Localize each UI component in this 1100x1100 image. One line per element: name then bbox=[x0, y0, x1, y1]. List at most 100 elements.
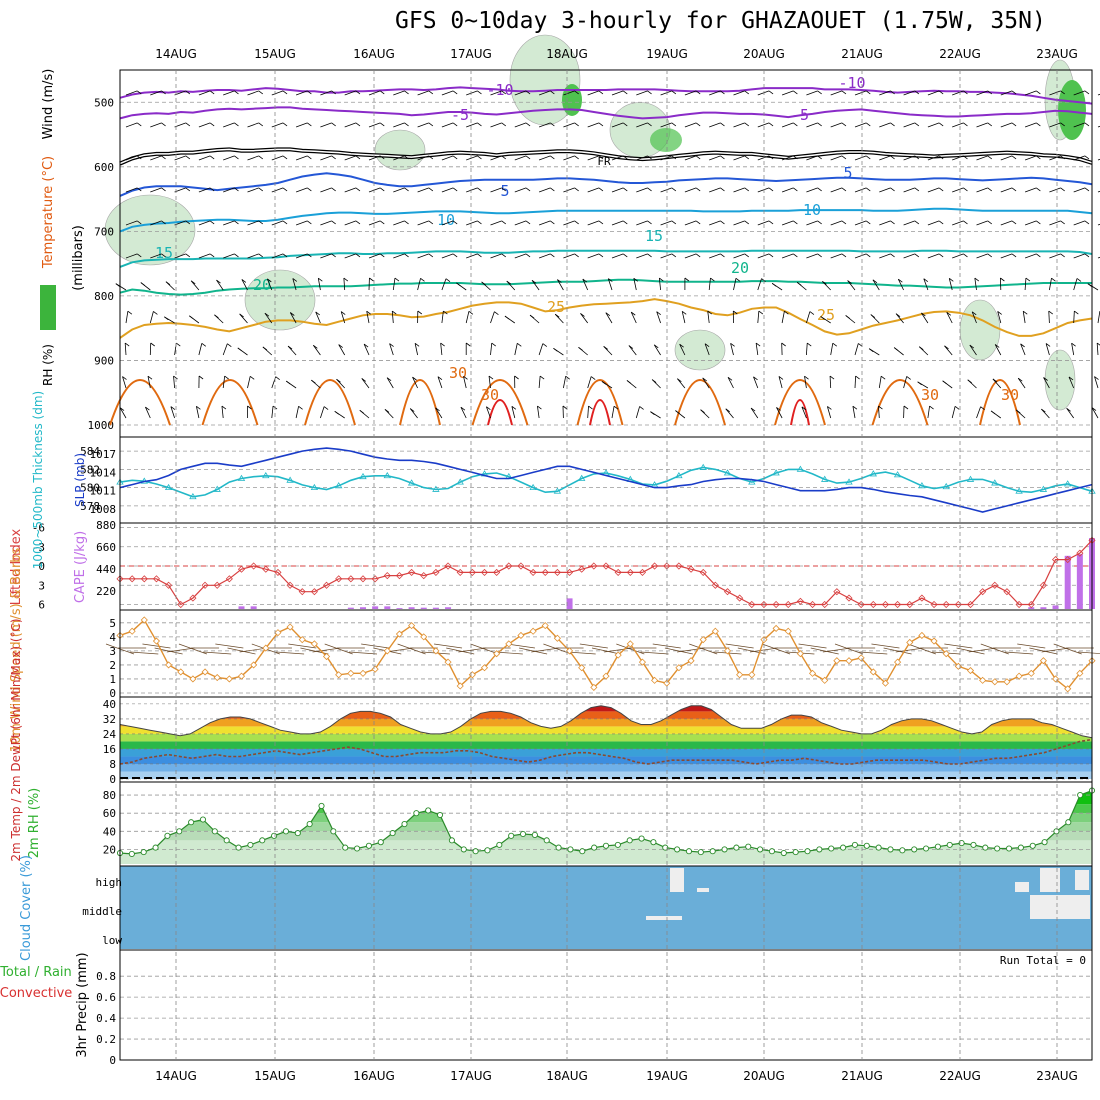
wind-barb-flag bbox=[258, 220, 264, 225]
li-marker bbox=[201, 581, 209, 589]
wind-barb bbox=[733, 187, 745, 193]
rh-tick-label: 80 bbox=[103, 789, 116, 802]
wind-barb-flag bbox=[553, 347, 558, 352]
wind-barb bbox=[1049, 253, 1061, 259]
surface-wind-barb bbox=[519, 647, 548, 655]
wind-barb bbox=[1020, 343, 1026, 356]
cape-tick-label: 440 bbox=[96, 563, 116, 576]
wind-barb bbox=[1017, 377, 1026, 389]
pressure-tick-label: 900 bbox=[94, 354, 114, 367]
wind-barb-flag bbox=[161, 90, 166, 95]
wind-barb-flag bbox=[185, 187, 191, 192]
li-marker bbox=[857, 600, 865, 609]
wind-barb bbox=[441, 187, 454, 193]
thickness-marker bbox=[432, 485, 440, 492]
wind-barb-flag bbox=[801, 406, 807, 411]
wind-barb bbox=[879, 187, 891, 193]
wind-barb-flag bbox=[307, 90, 312, 95]
wind-barb-flag bbox=[452, 155, 458, 160]
wind-barb bbox=[636, 90, 648, 96]
wind-barb-flag bbox=[771, 282, 777, 287]
wind-barb-flag bbox=[829, 375, 835, 380]
wind-barb bbox=[969, 344, 977, 356]
wind-barb bbox=[417, 155, 430, 161]
date-label-top: 21AUG bbox=[841, 47, 883, 61]
thickness-marker bbox=[820, 475, 829, 482]
wind-barb-flag bbox=[525, 122, 531, 127]
surface-wind-barb bbox=[312, 647, 341, 653]
cloud-clear-patch bbox=[1040, 868, 1060, 892]
rh-tick-label: 40 bbox=[103, 825, 116, 838]
isotherm-30-arc bbox=[674, 379, 726, 426]
thickness-marker bbox=[942, 482, 950, 490]
li-marker bbox=[395, 572, 404, 580]
wind-marker bbox=[213, 673, 221, 682]
temp-tick-label: 24 bbox=[103, 728, 117, 741]
rh-marker bbox=[496, 841, 503, 848]
date-label-top: 14AUG bbox=[155, 47, 197, 61]
wind-barb-flag bbox=[574, 90, 579, 95]
wind-barb-flag bbox=[796, 281, 802, 286]
wind-barb bbox=[271, 406, 274, 419]
wind-marker bbox=[711, 627, 719, 635]
wind-barb-flag bbox=[1068, 376, 1074, 381]
wind-barb-flag bbox=[590, 376, 596, 380]
wind-barb-flag bbox=[185, 155, 191, 160]
li-marker bbox=[614, 568, 622, 576]
wind-barb bbox=[198, 122, 211, 128]
wind-barb-flag bbox=[258, 122, 264, 127]
li-marker bbox=[760, 600, 768, 609]
date-label-bottom: 16AUG bbox=[353, 1069, 395, 1083]
wind-marker bbox=[1076, 669, 1084, 677]
wind-barb-flag bbox=[574, 155, 579, 160]
wind-barb-flag bbox=[903, 405, 909, 410]
wind-barb bbox=[538, 220, 551, 226]
wind-barb-flag bbox=[704, 343, 710, 348]
rh-marker bbox=[970, 841, 977, 848]
wind-barb bbox=[830, 343, 834, 356]
wind-barb bbox=[174, 122, 187, 128]
li-marker bbox=[602, 562, 610, 570]
wind-barb-flag bbox=[963, 253, 968, 258]
wind-marker bbox=[456, 682, 464, 690]
wind-barb bbox=[150, 90, 162, 96]
rh-marker bbox=[460, 846, 467, 853]
wind-barb-flag bbox=[695, 220, 701, 225]
wind-barb-flag bbox=[768, 187, 774, 192]
wind-barb-flag bbox=[671, 122, 677, 127]
wind-barb-flag bbox=[404, 90, 409, 95]
wind-barb bbox=[222, 376, 226, 389]
wind-barb bbox=[247, 187, 259, 193]
wind-barb-flag bbox=[758, 310, 764, 315]
wind-barb-flag bbox=[793, 187, 798, 192]
date-label-bottom: 21AUG bbox=[841, 1069, 883, 1083]
precip-tick-label: 0.2 bbox=[96, 1033, 116, 1046]
wind-barb-flag bbox=[1060, 122, 1065, 127]
wind-barb-flag bbox=[307, 220, 312, 225]
wind-barb bbox=[1048, 310, 1050, 324]
rh-band bbox=[120, 804, 1092, 814]
wind-marker bbox=[869, 668, 877, 676]
wind-barb bbox=[150, 155, 162, 161]
thickness-marker bbox=[189, 492, 197, 500]
wind-barb bbox=[879, 220, 891, 226]
wind-barb bbox=[781, 90, 794, 96]
wind-barb-flag bbox=[980, 406, 985, 411]
wind-barb-flag bbox=[744, 220, 750, 225]
wind-marker bbox=[699, 636, 707, 644]
wind-barb-flag bbox=[809, 311, 815, 315]
rh-band bbox=[120, 822, 1092, 832]
rh-marker bbox=[555, 844, 562, 851]
wind-barb bbox=[587, 90, 600, 96]
wind-barb-flag bbox=[460, 406, 466, 411]
thickness-marker bbox=[966, 475, 975, 482]
wind-barb-flag bbox=[185, 253, 191, 258]
wind-barb-flag bbox=[209, 253, 215, 258]
rh-marker bbox=[733, 844, 740, 851]
li-marker bbox=[128, 575, 136, 583]
wind-barb bbox=[295, 406, 299, 419]
wind-barb-flag bbox=[165, 281, 171, 285]
wind-barb bbox=[125, 187, 138, 193]
wind-barb bbox=[757, 220, 770, 226]
wind-barb-flag bbox=[744, 187, 750, 192]
